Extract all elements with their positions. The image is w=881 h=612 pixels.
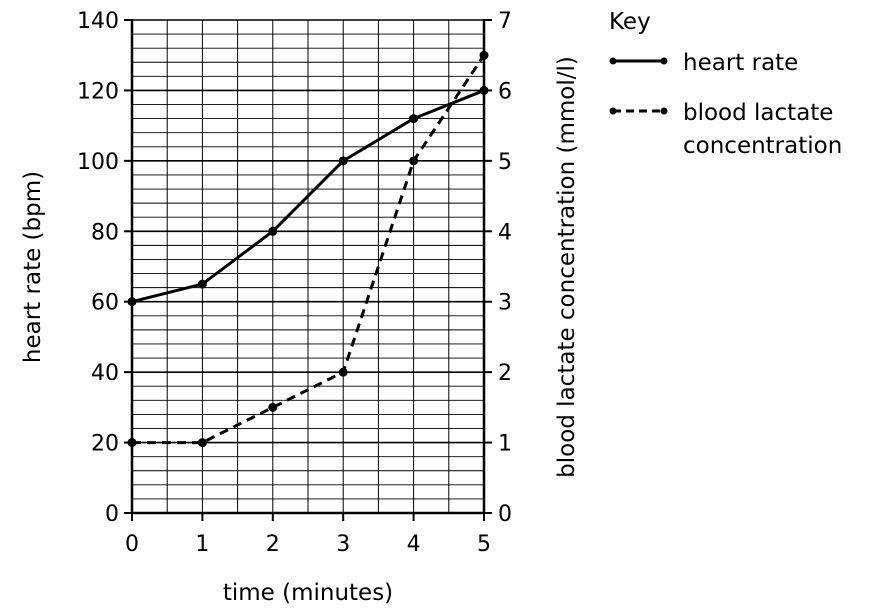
y2-axis-title: blood lactate concentration (mmol/l): [554, 56, 580, 478]
x-tick-label: 2: [266, 532, 280, 557]
y-axis-title: heart rate (bpm): [20, 171, 46, 363]
legend-blood-lactate-label-line2: concentration: [683, 133, 842, 159]
x-tick-label: 4: [407, 532, 421, 557]
legend-title: Key: [609, 9, 651, 35]
y2-tick-label: 4: [498, 220, 512, 245]
legend-heart-rate-marker-right: [660, 57, 668, 65]
legend-heart-rate-label: heart rate: [683, 50, 798, 76]
legend-heart-rate-marker-left: [609, 57, 617, 65]
series-line-blood-lactate-concentration: [132, 54, 486, 445]
data-point-blood-lactate-concentration: [338, 367, 348, 377]
y-tick-label: 20: [91, 432, 119, 457]
legend: Key heart rate blood lactate concentrati…: [609, 9, 842, 159]
y2-tick-label: 7: [498, 9, 512, 34]
y2-tick-label: 6: [498, 79, 512, 104]
y-tick-label: 100: [77, 150, 119, 175]
tick-labels: 0 20 40 60 80 100 120 140 0 1 2 3 4 5 6 7 0 1 2 3 4 5: [77, 9, 512, 557]
y-tick-label: 140: [77, 9, 119, 34]
series: [127, 50, 489, 448]
legend-blood-lactate-label-line1: blood lactate: [683, 100, 833, 126]
grid: [131, 19, 485, 514]
y-tick-label: 40: [91, 361, 119, 386]
data-point-blood-lactate-concentration: [479, 50, 489, 60]
x-tick-label: 5: [477, 532, 491, 557]
x-tick-label: 0: [125, 532, 139, 557]
x-axis-title: time (minutes): [223, 580, 393, 606]
data-point-blood-lactate-concentration: [268, 402, 278, 412]
data-point-heart-rate: [338, 156, 348, 166]
y-tick-label: 80: [91, 220, 119, 245]
data-point-blood-lactate-concentration: [197, 438, 207, 448]
x-tick-label: 3: [336, 532, 350, 557]
data-point-heart-rate: [197, 279, 207, 289]
series-line-heart-rate: [131, 89, 485, 304]
legend-blood-lactate-marker-left: [609, 107, 617, 115]
y-tick-label: 0: [105, 502, 119, 527]
y2-tick-label: 2: [498, 361, 512, 386]
axes: [130, 19, 486, 515]
x-tick-label: 1: [195, 532, 209, 557]
y2-tick-label: 5: [498, 150, 512, 175]
data-point-heart-rate: [409, 114, 419, 124]
data-point-heart-rate: [268, 226, 278, 236]
data-point-blood-lactate-concentration: [409, 156, 419, 166]
y2-tick-label: 1: [498, 432, 512, 457]
y2-tick-label: 0: [498, 502, 512, 527]
y-tick-label: 120: [77, 79, 119, 104]
y-tick-label: 60: [91, 291, 119, 316]
legend-blood-lactate-marker-right: [660, 107, 668, 115]
y2-tick-label: 3: [498, 291, 512, 316]
